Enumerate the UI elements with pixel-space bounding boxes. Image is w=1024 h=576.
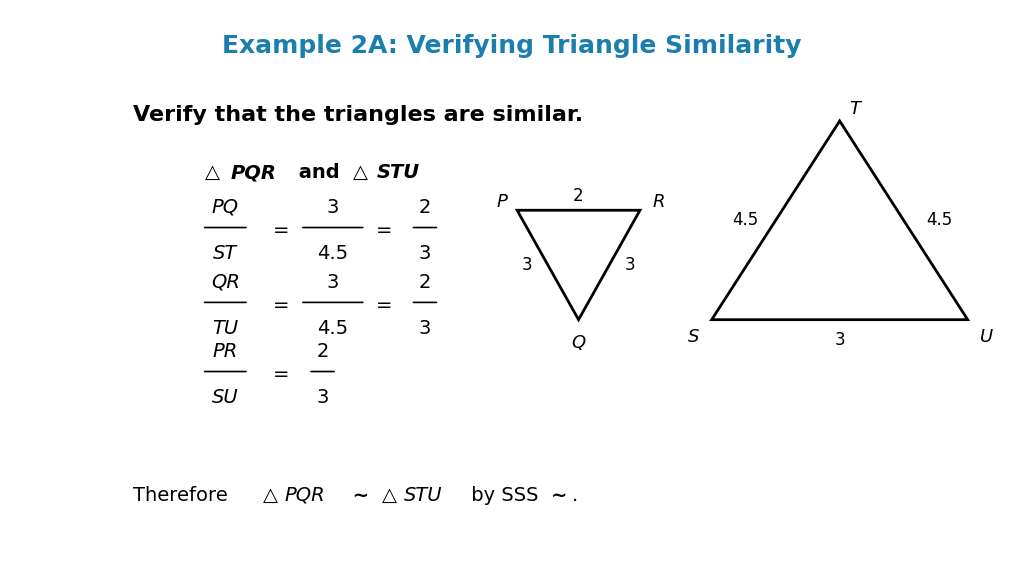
Text: PQR: PQR [230,164,276,182]
Text: ST: ST [213,244,238,263]
Text: △: △ [205,164,220,182]
Text: SU: SU [212,388,239,407]
Text: by SSS: by SSS [465,486,545,505]
Text: STU: STU [403,486,442,505]
Text: 2: 2 [419,198,431,217]
Text: ∼: ∼ [551,486,567,505]
Text: PQR: PQR [285,486,326,505]
Text: 3: 3 [419,319,431,338]
Text: ∼: ∼ [346,486,376,505]
Text: S: S [687,328,699,346]
Text: △: △ [382,486,397,505]
Text: PR: PR [213,342,238,361]
Text: 3: 3 [419,244,431,263]
Text: QR: QR [211,273,240,291]
Text: 3: 3 [835,331,845,349]
Text: P: P [497,192,507,211]
Text: 4.5: 4.5 [927,211,952,229]
Text: Example 2A: Verifying Triangle Similarity: Example 2A: Verifying Triangle Similarit… [222,34,802,58]
Text: 3: 3 [522,256,532,274]
Text: R: R [652,192,665,211]
Text: 2: 2 [316,342,329,361]
Text: STU: STU [377,164,420,182]
Text: 3: 3 [327,273,339,291]
Text: and: and [292,164,346,182]
Text: Q: Q [571,334,586,352]
Text: Therefore: Therefore [133,486,234,505]
Text: U: U [980,328,992,346]
Text: =: = [273,296,290,314]
Text: .: . [571,486,578,505]
Text: 3: 3 [327,198,339,217]
Text: 3: 3 [625,256,635,274]
Text: =: = [273,365,290,384]
Text: 4.5: 4.5 [732,211,758,229]
Text: =: = [273,221,290,240]
Text: T: T [850,100,860,119]
Text: TU: TU [212,319,239,338]
Text: 4.5: 4.5 [317,244,348,263]
Text: △: △ [263,486,279,505]
Text: 2: 2 [573,187,584,205]
Text: 3: 3 [316,388,329,407]
Text: 4.5: 4.5 [317,319,348,338]
Text: △: △ [353,164,369,182]
Text: =: = [376,221,392,240]
Text: 2: 2 [419,273,431,291]
Text: PQ: PQ [212,198,239,217]
Text: Verify that the triangles are similar.: Verify that the triangles are similar. [133,105,584,125]
Text: =: = [376,296,392,314]
